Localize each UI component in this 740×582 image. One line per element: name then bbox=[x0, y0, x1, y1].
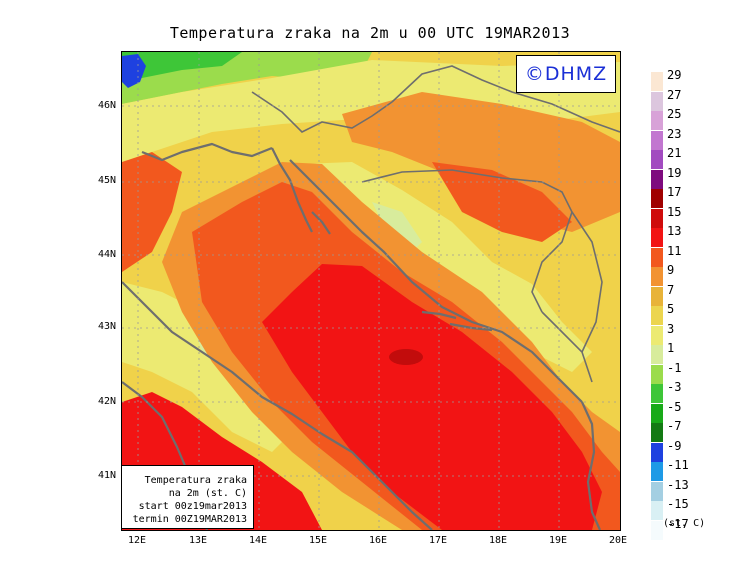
legend-swatch bbox=[651, 189, 663, 208]
border-serbia bbox=[571, 211, 603, 353]
legend-swatch bbox=[651, 384, 663, 403]
legend-label: -7 bbox=[667, 419, 682, 433]
legend-swatch bbox=[651, 306, 663, 325]
legend-swatch bbox=[651, 150, 663, 169]
lat-label-41N: 41N bbox=[97, 470, 116, 481]
graticule bbox=[122, 52, 620, 530]
legend-swatch bbox=[651, 462, 663, 481]
legend-swatch bbox=[651, 286, 663, 306]
legend-label: 3 bbox=[667, 321, 675, 336]
legend-swatch bbox=[651, 72, 663, 91]
field-pannonian-orange bbox=[342, 92, 620, 232]
lon-label-17E: 17E bbox=[428, 535, 448, 546]
legend-label: 19 bbox=[667, 165, 682, 180]
legend-swatch bbox=[651, 423, 663, 442]
legend-swatch bbox=[651, 111, 663, 130]
legend-label: -9 bbox=[667, 438, 682, 453]
field-adriatic-darkred bbox=[389, 349, 423, 365]
legend-label: 29 bbox=[667, 68, 682, 82]
lat-label-42N: 42N bbox=[97, 396, 116, 407]
temperature-map bbox=[121, 51, 621, 531]
legend-label: -17 bbox=[667, 516, 689, 531]
border-croatia-bosnia bbox=[361, 169, 573, 313]
legend-label: -15 bbox=[667, 497, 689, 511]
legend-label: -13 bbox=[667, 477, 689, 492]
lon-label-16E: 16E bbox=[368, 535, 388, 546]
lat-label-44N: 44N bbox=[97, 249, 116, 260]
legend-swatch bbox=[651, 130, 663, 150]
coastline-albania bbox=[580, 401, 602, 530]
legend-label: -3 bbox=[667, 380, 682, 394]
legend-label: 1 bbox=[667, 341, 675, 355]
legend-swatch bbox=[651, 481, 663, 501]
legend-label: 15 bbox=[667, 204, 682, 219]
legend-swatch bbox=[651, 325, 663, 345]
legend-label: -1 bbox=[667, 360, 682, 375]
lon-label-13E: 13E bbox=[188, 535, 208, 546]
legend-label: -11 bbox=[667, 458, 689, 472]
legend-label: 7 bbox=[667, 282, 675, 297]
info-line-3: start 00z19mar2013 bbox=[138, 501, 247, 512]
legend-label: 17 bbox=[667, 185, 682, 199]
island-krk bbox=[311, 211, 331, 235]
field-west-hot bbox=[122, 152, 182, 272]
legend-swatch bbox=[651, 501, 663, 520]
legend-swatch bbox=[651, 208, 663, 228]
border-montenegro bbox=[541, 311, 593, 383]
legend-swatch bbox=[651, 364, 663, 384]
legend-label: 27 bbox=[667, 87, 682, 102]
info-box: Temperatura zraka na 2m (st. C) start 00… bbox=[121, 465, 254, 529]
lon-label-20E: 20E bbox=[608, 535, 628, 546]
lat-label-45N: 45N bbox=[97, 175, 116, 186]
legend-label: 23 bbox=[667, 126, 682, 141]
legend-label: 5 bbox=[667, 302, 675, 316]
legend-swatch bbox=[651, 91, 663, 111]
lat-label-43N: 43N bbox=[97, 321, 116, 332]
lon-label-18E: 18E bbox=[488, 535, 508, 546]
legend-swatch bbox=[651, 267, 663, 286]
info-line-4: termin 00Z19MAR2013 bbox=[132, 514, 247, 525]
legend-unit: (st. C) bbox=[663, 518, 706, 529]
legend-label: 11 bbox=[667, 243, 682, 258]
field-alps-blue bbox=[122, 54, 146, 88]
coastline-italy-east bbox=[122, 281, 433, 530]
legend-swatch bbox=[651, 403, 663, 423]
field-dinaric-green bbox=[372, 202, 422, 252]
legend-swatch bbox=[651, 169, 663, 189]
field-pannonian-hot bbox=[432, 162, 572, 242]
lon-label-15E: 15E bbox=[308, 535, 328, 546]
temperature-field bbox=[122, 52, 620, 530]
map-title: Temperatura zraka na 2m u 00 UTC 19MAR20… bbox=[169, 24, 571, 42]
legend-swatch bbox=[651, 345, 663, 364]
border-hungary bbox=[391, 65, 620, 133]
legend-label: 21 bbox=[667, 146, 682, 160]
lon-label-14E: 14E bbox=[248, 535, 268, 546]
legend-label: 9 bbox=[667, 263, 675, 277]
island-brac bbox=[421, 310, 457, 320]
legend-swatch bbox=[651, 442, 663, 462]
legend-label: 13 bbox=[667, 224, 682, 238]
coastline-italy-north bbox=[141, 142, 273, 162]
field-alps-darkgreen bbox=[122, 52, 242, 82]
info-line-1: Temperatura zraka bbox=[144, 475, 247, 486]
lat-label-46N: 46N bbox=[97, 100, 116, 111]
lon-label-19E: 19E bbox=[548, 535, 568, 546]
dhmz-watermark: ©DHMZ bbox=[516, 55, 616, 93]
legend-swatch bbox=[651, 520, 663, 540]
coastline-croatia bbox=[289, 159, 583, 403]
info-line-2: na 2m (st. C) bbox=[168, 488, 247, 499]
legend-swatch bbox=[651, 228, 663, 247]
border-slovenia bbox=[251, 91, 393, 133]
legend-swatch bbox=[651, 247, 663, 267]
legend-label: 25 bbox=[667, 107, 682, 121]
field-adriatic-red bbox=[262, 264, 602, 530]
lon-label-12E: 12E bbox=[127, 535, 147, 546]
legend-label: -5 bbox=[667, 399, 682, 414]
island-korcula bbox=[449, 322, 493, 332]
coastline-istria bbox=[271, 147, 313, 233]
